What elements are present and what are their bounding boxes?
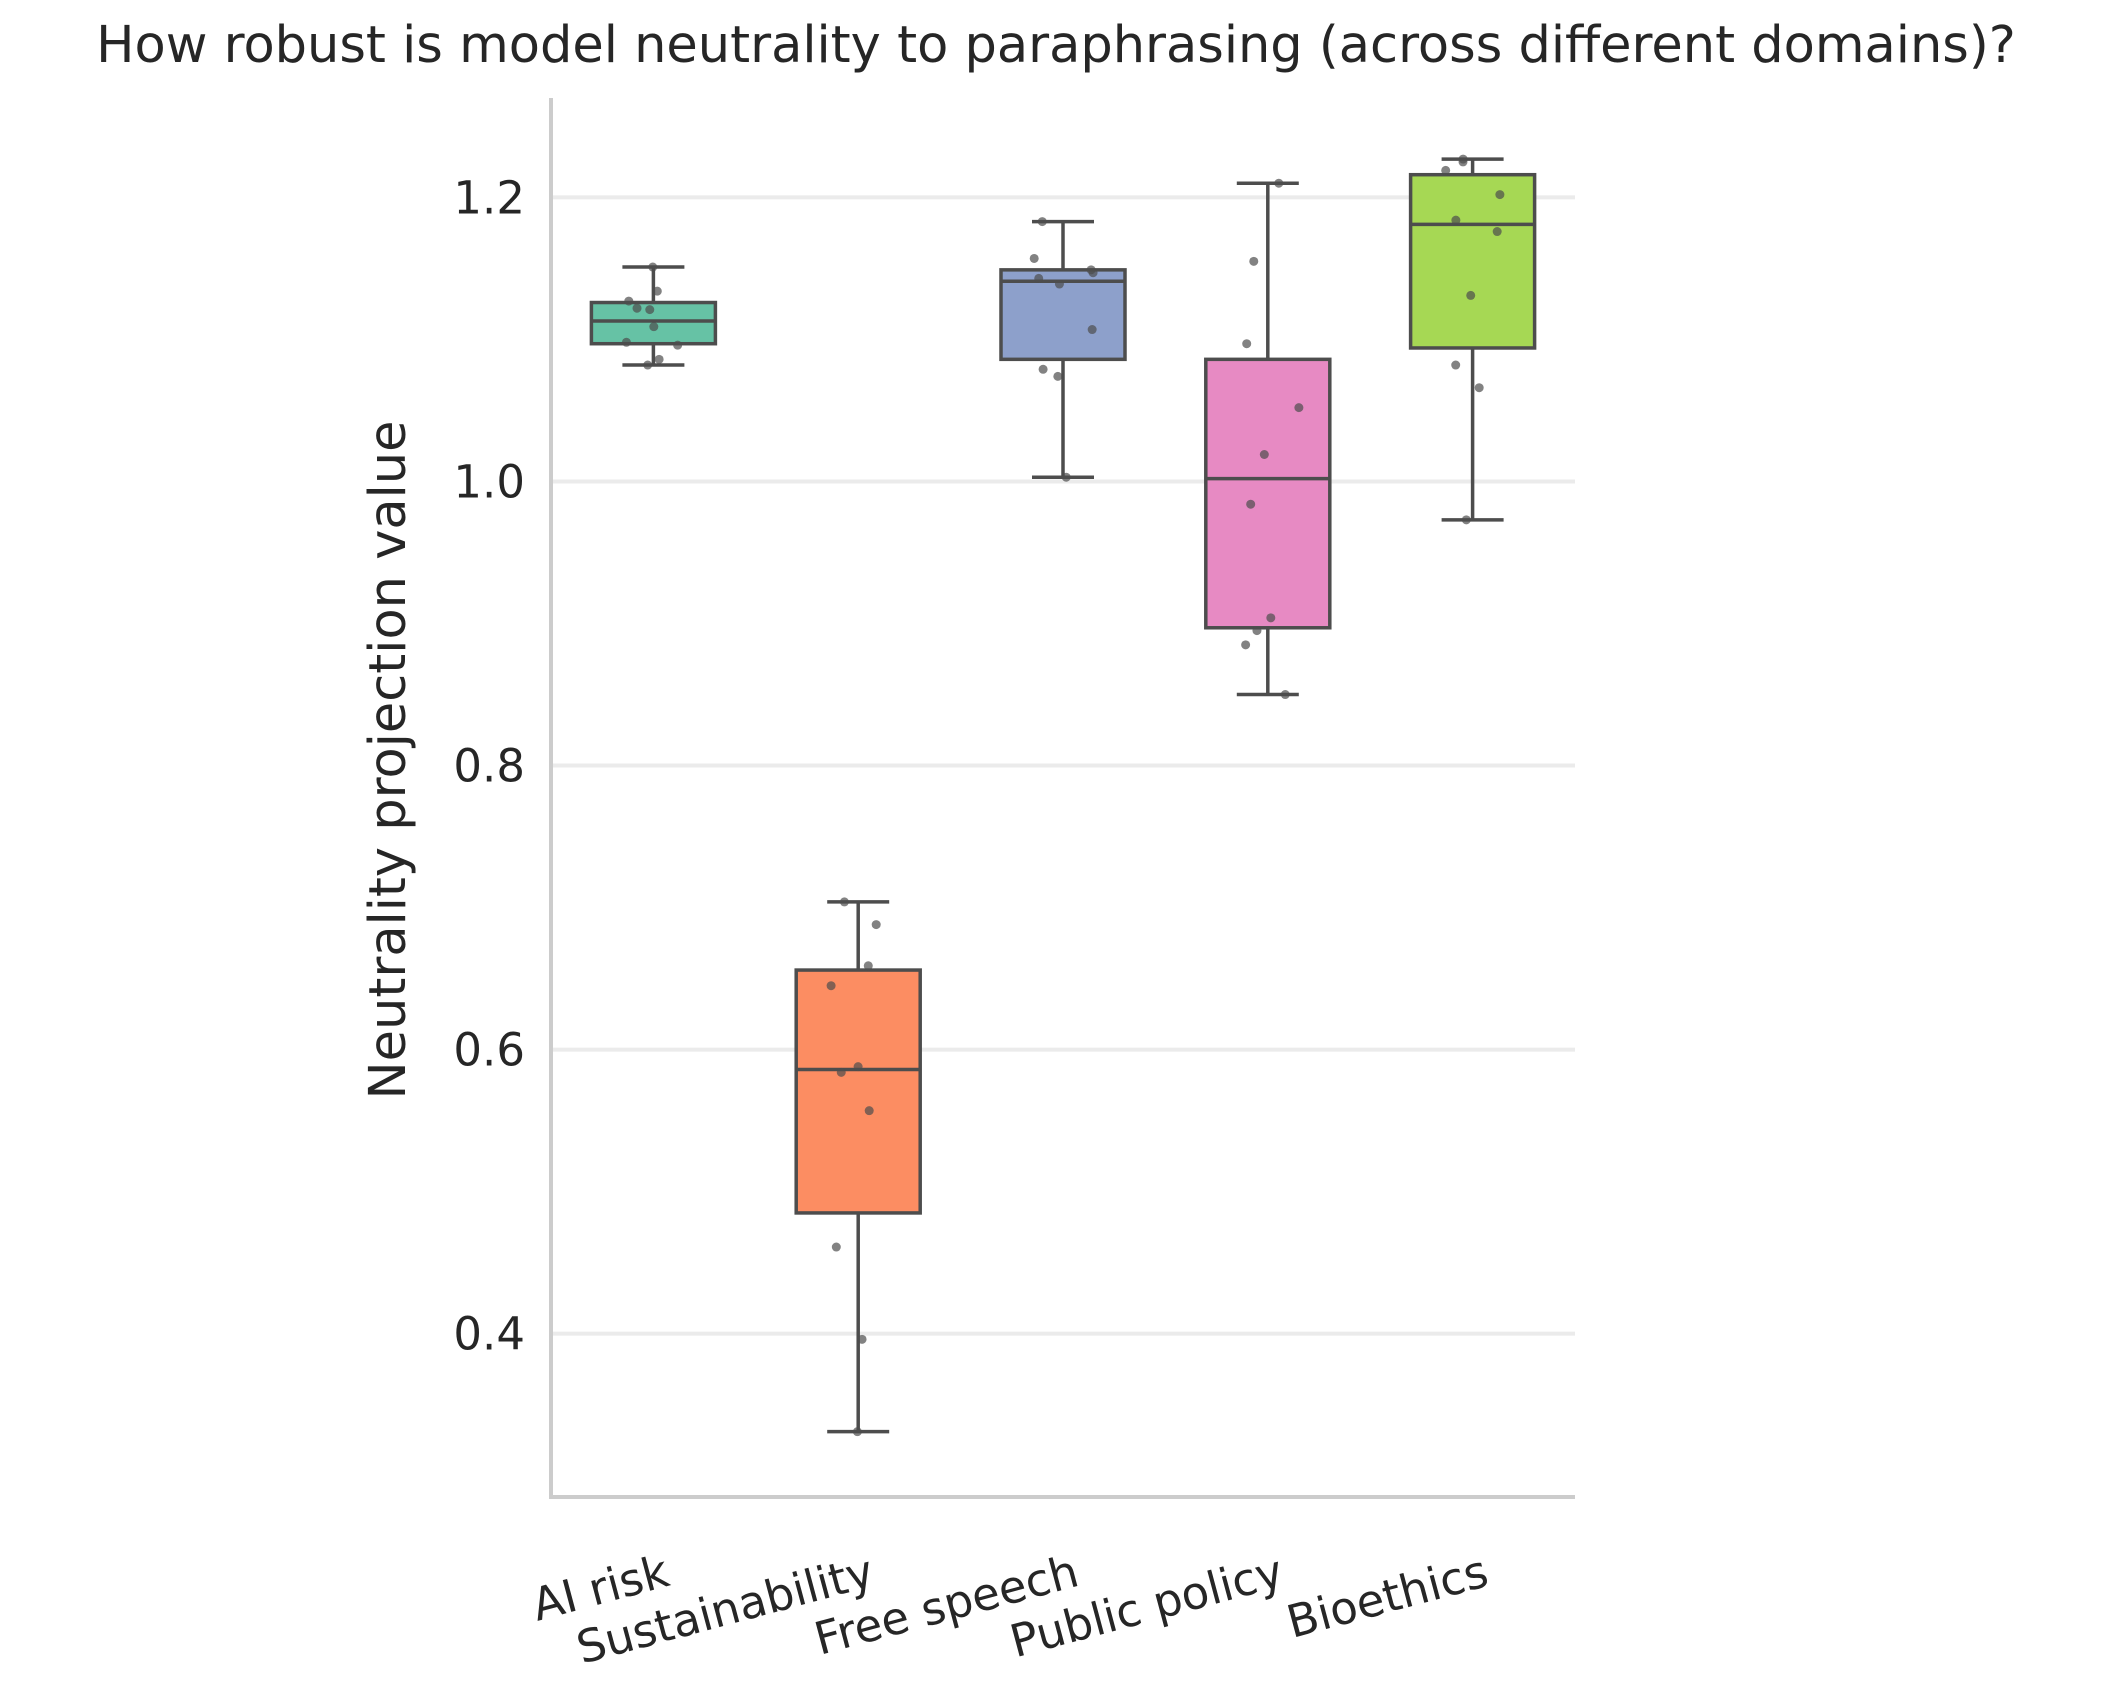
data-point <box>624 296 634 306</box>
data-point <box>1241 640 1251 650</box>
data-point <box>1242 339 1252 349</box>
iqr-box <box>794 968 922 1215</box>
box-bioethics <box>1408 157 1537 522</box>
data-point <box>649 322 659 332</box>
data-point <box>654 354 664 364</box>
boxes <box>589 157 1537 1434</box>
data-point <box>1029 253 1039 263</box>
x-category-label: Bioethics <box>1281 1544 1493 1648</box>
data-point <box>871 920 881 930</box>
data-point <box>1088 268 1098 278</box>
data-point <box>1252 626 1262 636</box>
data-point <box>645 305 655 315</box>
y-tick-label: 0.8 <box>453 740 525 793</box>
box-ai-risk <box>589 265 718 367</box>
iqr-box <box>1204 357 1332 630</box>
data-point <box>1441 165 1451 175</box>
data-point <box>1037 217 1047 227</box>
box-public-policy <box>1204 181 1332 697</box>
data-point <box>1466 290 1476 300</box>
y-tick-label: 0.6 <box>453 1024 525 1077</box>
data-point <box>1061 472 1071 482</box>
axis-spines <box>549 98 1575 1499</box>
chart-title: How robust is model neutrality to paraph… <box>96 16 2016 75</box>
data-point <box>1266 613 1276 623</box>
data-point <box>652 286 662 296</box>
data-point <box>1038 364 1048 374</box>
data-point <box>643 360 653 370</box>
data-point <box>836 1067 846 1077</box>
box-sustainability <box>794 900 922 1434</box>
data-point <box>632 303 642 313</box>
data-point <box>1034 273 1044 283</box>
data-point <box>852 1427 862 1437</box>
data-point <box>839 897 849 907</box>
data-point <box>1249 256 1259 266</box>
data-point <box>1054 279 1064 289</box>
data-point <box>1280 690 1290 700</box>
y-tick-label: 0.4 <box>453 1308 525 1361</box>
y-tick-label: 1.2 <box>453 171 525 224</box>
y-tick-label: 1.0 <box>453 455 525 508</box>
data-point <box>1451 215 1461 225</box>
data-point <box>1458 157 1468 167</box>
data-point <box>857 1334 867 1344</box>
data-point <box>1451 360 1461 370</box>
data-point <box>1495 190 1505 200</box>
y-axis-label: Neutrality projection value <box>359 420 418 1099</box>
data-point <box>863 961 873 971</box>
data-point <box>1259 449 1269 459</box>
data-points <box>621 154 1505 1437</box>
data-point <box>826 981 836 991</box>
data-point <box>831 1242 841 1252</box>
data-point <box>1087 325 1097 335</box>
data-point <box>673 340 683 350</box>
iqr-box <box>1408 172 1537 350</box>
data-point <box>1246 499 1256 509</box>
data-point <box>1474 383 1484 393</box>
data-point <box>1053 371 1063 381</box>
data-point <box>1461 515 1471 525</box>
data-point <box>864 1106 874 1116</box>
box-free-speech <box>999 219 1127 479</box>
data-point <box>1294 403 1304 413</box>
data-point <box>1492 227 1502 237</box>
data-point <box>1274 178 1284 188</box>
data-point <box>853 1062 863 1072</box>
y-axis-ticks: 0.4 0.6 0.8 1.0 1.2 <box>453 171 525 1360</box>
data-point <box>621 337 631 347</box>
data-point <box>648 262 658 272</box>
gridlines <box>551 195 1575 1336</box>
